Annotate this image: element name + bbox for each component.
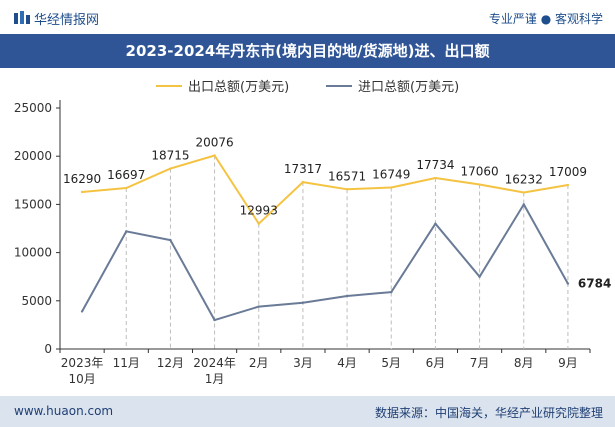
data-label: 18715 bbox=[151, 149, 189, 163]
axes: 0 5000 10000 15000 20000 25000 2023年 10月 11月 12月 2… bbox=[14, 100, 591, 386]
data-point bbox=[566, 183, 570, 187]
top-bar: 华经情报网 专业严谨 ● 客观科学 bbox=[0, 0, 615, 34]
data-point bbox=[478, 275, 481, 278]
data-point bbox=[80, 190, 84, 194]
data-label: 17009 bbox=[549, 165, 587, 179]
data-point bbox=[301, 180, 305, 184]
data-point bbox=[257, 305, 260, 308]
series-line-0 bbox=[82, 154, 569, 225]
data-point bbox=[390, 186, 393, 189]
data-point bbox=[213, 154, 216, 157]
data-point bbox=[390, 290, 393, 294]
y-tick-label: 25000 bbox=[14, 101, 52, 115]
footer: www.huaon.com 数据来源：中国海关，华经产业研究院整理 bbox=[0, 396, 615, 427]
series-group bbox=[80, 154, 570, 322]
x-tick-label: 6月 bbox=[426, 356, 446, 370]
x-tick-label: 2023年 bbox=[61, 356, 104, 370]
data-point bbox=[566, 282, 570, 285]
data-point bbox=[522, 203, 525, 206]
data-label: 12993 bbox=[240, 204, 278, 218]
data-point bbox=[213, 318, 216, 322]
x-tick-label: 3月 bbox=[293, 356, 313, 370]
data-source: 数据来源：中国海关，华经产业研究院整理 bbox=[374, 406, 603, 420]
data-point bbox=[257, 222, 260, 225]
x-tick-label: 1月 bbox=[205, 372, 225, 386]
title-bar: 2023-2024年丹东市(境内目的地/货源地)进、出口额 bbox=[0, 34, 615, 68]
series-line-1 bbox=[81, 203, 569, 322]
data-label: 20076 bbox=[195, 135, 233, 149]
data-label: 16749 bbox=[372, 168, 410, 182]
x-tick-label: 2月 bbox=[249, 356, 269, 370]
drop-lines bbox=[125, 155, 569, 349]
x-tick-label: 4月 bbox=[337, 356, 357, 370]
x-tick-label: 8月 bbox=[514, 356, 534, 370]
logo-icon bbox=[14, 11, 30, 24]
data-point bbox=[169, 167, 172, 170]
data-point bbox=[434, 176, 437, 180]
data-label: 17734 bbox=[416, 158, 454, 172]
x-tick-label: 11月 bbox=[113, 356, 140, 370]
slogan: 专业严谨 ● 客观科学 bbox=[488, 12, 603, 26]
x-tick-label: 9月 bbox=[558, 356, 578, 370]
legend: 出口总额(万美元) 进口总额(万美元) bbox=[156, 80, 459, 95]
data-label: 16232 bbox=[505, 173, 543, 187]
data-label: 16697 bbox=[107, 168, 145, 182]
chart: 出口总额(万美元) 进口总额(万美元) 0 5000 10000 15000 20000 2… bbox=[14, 80, 612, 386]
y-tick-label: 20000 bbox=[14, 149, 52, 163]
x-tick-label: 12月 bbox=[157, 356, 184, 370]
y-tick-label: 5000 bbox=[21, 294, 52, 308]
data-point bbox=[345, 294, 349, 298]
data-point bbox=[301, 301, 305, 304]
data-label: 16571 bbox=[328, 169, 366, 183]
x-tick-label: 7月 bbox=[470, 356, 490, 370]
x-tick-label: 10月 bbox=[68, 372, 95, 386]
y-tick-label: 0 bbox=[44, 342, 52, 356]
chart-title: 2023-2024年丹东市(境内目的地/货源地)进、出口额 bbox=[125, 42, 490, 60]
data-point bbox=[125, 186, 128, 190]
website-link[interactable]: www.huaon.com bbox=[14, 404, 114, 418]
data-labels: 16290 16697 18715 20076 12993 17317 16571 16749… bbox=[63, 135, 611, 290]
legend-label-1: 进口总额(万美元) bbox=[358, 80, 459, 95]
data-point bbox=[522, 191, 525, 194]
data-label-last: 6784 bbox=[578, 277, 611, 291]
y-tick-label: 10000 bbox=[14, 246, 52, 260]
legend-label-0: 出口总额(万美元) bbox=[188, 80, 289, 95]
data-point bbox=[80, 310, 84, 313]
data-point bbox=[434, 222, 437, 225]
data-point bbox=[125, 230, 128, 233]
x-tick-label: 5月 bbox=[381, 356, 401, 370]
x-tick-label: 2024年 bbox=[193, 356, 236, 370]
data-point bbox=[345, 188, 349, 191]
data-label: 17060 bbox=[460, 165, 498, 179]
data-point bbox=[169, 238, 172, 242]
data-label: 17317 bbox=[284, 162, 322, 176]
data-point bbox=[478, 183, 481, 186]
brand-name: 华经情报网 bbox=[34, 13, 100, 28]
y-tick-label: 15000 bbox=[14, 197, 52, 211]
data-label: 16290 bbox=[63, 172, 101, 186]
